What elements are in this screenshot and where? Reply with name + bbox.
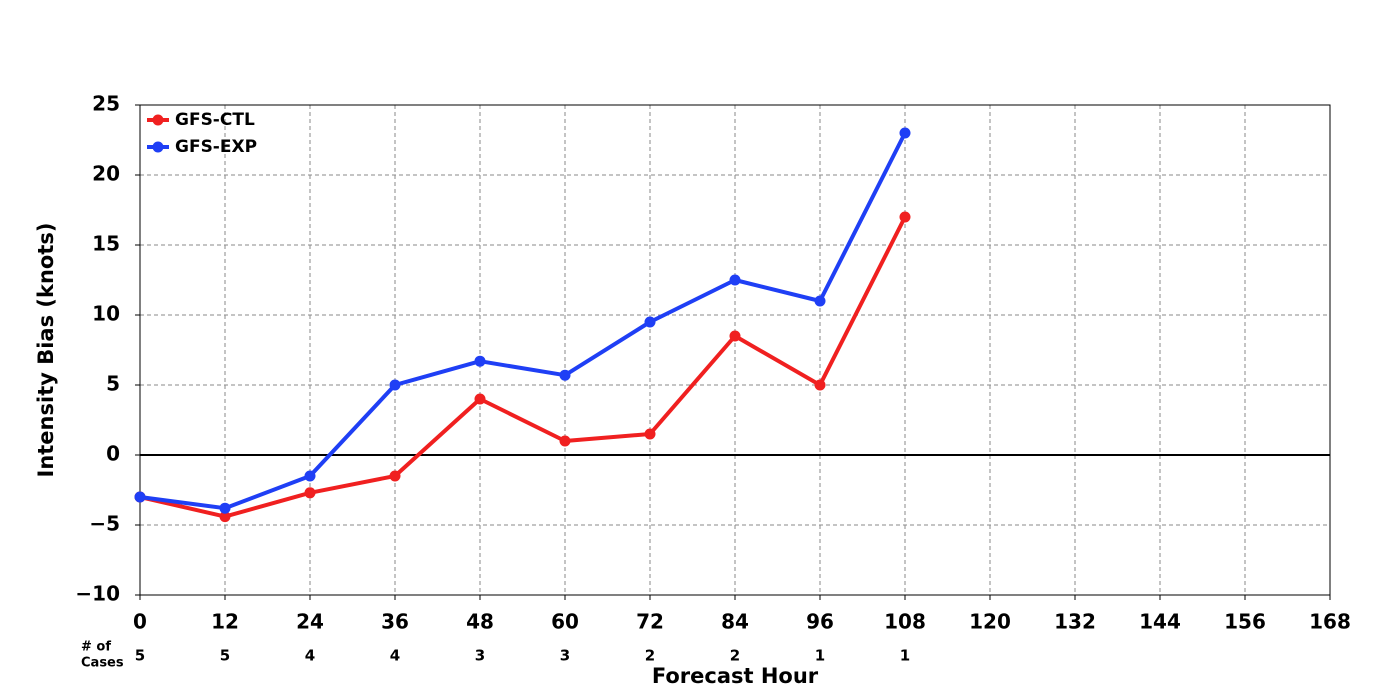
x-tick-label: 60	[551, 610, 579, 634]
series-line	[139, 132, 907, 511]
cases-value: 1	[900, 647, 910, 665]
cases-value: 5	[135, 647, 145, 665]
y-tick-label: 20	[92, 162, 120, 186]
cases-value: 5	[220, 647, 230, 665]
data-point	[134, 491, 146, 503]
series-line	[139, 216, 907, 519]
data-point	[304, 470, 316, 482]
data-point	[814, 379, 826, 391]
data-point	[559, 369, 571, 381]
legend-label: GFS-CTL	[175, 110, 255, 130]
data-point	[219, 502, 231, 514]
x-tick-label: 36	[381, 610, 409, 634]
x-tick-label: 108	[884, 610, 926, 634]
cases-value: 2	[730, 647, 740, 665]
data-point	[474, 355, 486, 367]
legend-marker	[152, 114, 164, 126]
y-tick-label: 5	[106, 372, 120, 396]
data-point	[899, 211, 911, 223]
data-point	[899, 127, 911, 139]
plot-frame	[139, 104, 1331, 596]
x-tick-label: 156	[1224, 610, 1266, 634]
x-tick-label: 24	[296, 610, 324, 634]
cases-value: 4	[305, 647, 315, 665]
legend-marker	[152, 141, 164, 153]
data-point	[219, 511, 231, 523]
x-axis-label: Forecast Hour	[652, 664, 819, 688]
x-tick-label: 168	[1309, 610, 1351, 634]
data-point	[389, 379, 401, 391]
cases-value: 3	[560, 647, 570, 665]
y-tick-label: −10	[75, 582, 120, 606]
data-point	[474, 393, 486, 405]
x-tick-label: 84	[721, 610, 749, 634]
data-point	[559, 435, 571, 447]
data-point	[729, 330, 741, 342]
x-tick-label: 72	[636, 610, 664, 634]
cases-value: 3	[475, 647, 485, 665]
cases-value: 1	[815, 647, 825, 665]
data-point	[644, 316, 656, 328]
x-tick-label: 48	[466, 610, 494, 634]
y-tick-label: −5	[89, 512, 120, 536]
cases-value: 4	[390, 647, 400, 665]
x-tick-label: 0	[133, 610, 147, 634]
y-tick-label: 10	[92, 302, 120, 326]
x-tick-label: 12	[211, 610, 239, 634]
cases-label: Cases	[81, 656, 124, 671]
x-tick-label: 96	[806, 610, 834, 634]
y-tick-label: 0	[106, 442, 120, 466]
data-point	[304, 487, 316, 499]
x-tick-label: 120	[969, 610, 1011, 634]
data-point	[389, 470, 401, 482]
data-point	[729, 274, 741, 286]
data-point	[644, 428, 656, 440]
cases-label: # of	[81, 640, 111, 655]
legend-label: GFS-EXP	[175, 137, 257, 157]
x-tick-label: 132	[1054, 610, 1096, 634]
data-point	[814, 295, 826, 307]
cases-value: 2	[645, 647, 655, 665]
x-tick-label: 144	[1139, 610, 1181, 634]
y-tick-label: 15	[92, 232, 120, 256]
y-tick-label: 25	[92, 92, 120, 116]
y-axis-label: Intensity Bias (knots)	[34, 223, 58, 478]
